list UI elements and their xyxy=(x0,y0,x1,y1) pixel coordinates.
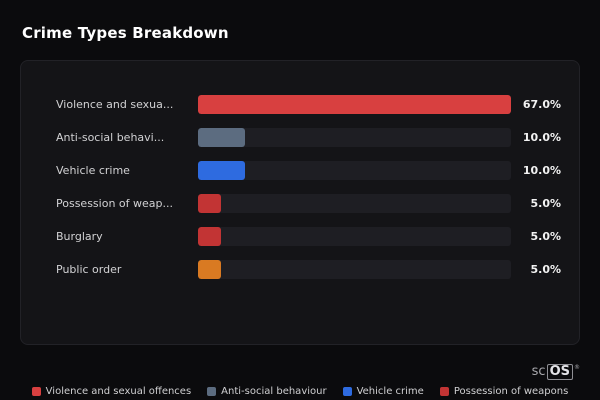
bar-track xyxy=(198,161,511,180)
scos-logo-os: OS xyxy=(546,363,573,380)
bar-value-label: 10.0% xyxy=(522,164,561,177)
bar-category-label: Public order xyxy=(56,263,122,276)
bar-category-label: Anti-social behavi... xyxy=(56,131,165,144)
chart-legend: Violence and sexual offences Anti-social… xyxy=(0,386,600,397)
bar-track xyxy=(198,260,511,279)
bar-row-vehicle: Vehicle crime 10.0% xyxy=(21,154,579,187)
bar-category-label: Possession of weap... xyxy=(56,197,173,210)
page-title: Crime Types Breakdown xyxy=(22,24,229,42)
legend-swatch-icon xyxy=(207,387,217,396)
bar-track xyxy=(198,128,511,147)
legend-item-antisocial[interactable]: Anti-social behaviour xyxy=(207,386,327,397)
legend-swatch-icon xyxy=(439,387,449,396)
bar-track xyxy=(198,95,511,114)
legend-swatch-icon xyxy=(342,387,352,396)
bar-value-label: 5.0% xyxy=(530,197,561,210)
bar-track xyxy=(198,194,511,213)
bar-row-violence: Violence and sexua... 67.0% xyxy=(21,88,579,121)
legend-label: Violence and sexual offences xyxy=(45,386,192,397)
legend-item-vehicle[interactable]: Vehicle crime xyxy=(342,386,424,397)
bar-value-label: 5.0% xyxy=(530,263,561,276)
bar-fill-violence xyxy=(198,95,511,114)
bar-fill-burglary xyxy=(198,227,222,246)
bar-category-label: Violence and sexua... xyxy=(56,98,174,111)
bar-track xyxy=(198,227,511,246)
bar-value-label: 67.0% xyxy=(522,98,561,111)
legend-item-violence[interactable]: Violence and sexual offences xyxy=(31,386,192,397)
registered-trademark-icon: ® xyxy=(574,363,580,371)
scos-logo: sc OS ® xyxy=(531,363,580,380)
legend-label: Vehicle crime xyxy=(356,386,424,397)
bar-value-label: 10.0% xyxy=(522,131,561,144)
legend-swatch-icon xyxy=(31,387,41,396)
legend-label: Possession of weapons xyxy=(453,386,569,397)
bar-chart: Violence and sexua... 67.0% Anti-social … xyxy=(21,88,579,286)
bar-row-weapons: Possession of weap... 5.0% xyxy=(21,187,579,220)
bar-fill-antisocial xyxy=(198,128,245,147)
bar-category-label: Vehicle crime xyxy=(56,164,130,177)
bar-value-label: 5.0% xyxy=(530,230,561,243)
bar-row-antisocial: Anti-social behavi... 10.0% xyxy=(21,121,579,154)
bar-fill-public-order xyxy=(198,260,222,279)
bar-row-burglary: Burglary 5.0% xyxy=(21,220,579,253)
bar-row-public-order: Public order 5.0% xyxy=(21,253,579,286)
legend-item-weapons[interactable]: Possession of weapons xyxy=(439,386,569,397)
legend-label: Anti-social behaviour xyxy=(221,386,327,397)
chart-card: Violence and sexua... 67.0% Anti-social … xyxy=(20,60,580,345)
bar-category-label: Burglary xyxy=(56,230,103,243)
bar-fill-weapons xyxy=(198,194,222,213)
bar-fill-vehicle xyxy=(198,161,245,180)
scos-logo-sc: sc xyxy=(531,363,546,379)
